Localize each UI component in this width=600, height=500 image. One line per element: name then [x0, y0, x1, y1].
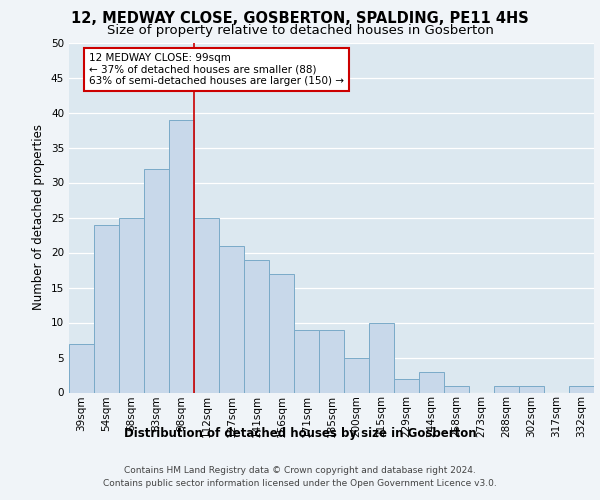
Bar — [269, 274, 294, 392]
Bar — [394, 378, 419, 392]
Bar — [319, 330, 344, 392]
Bar — [494, 386, 519, 392]
Text: 12 MEDWAY CLOSE: 99sqm
← 37% of detached houses are smaller (88)
63% of semi-det: 12 MEDWAY CLOSE: 99sqm ← 37% of detached… — [89, 53, 344, 86]
Bar — [194, 218, 219, 392]
Bar — [294, 330, 319, 392]
Bar — [344, 358, 369, 392]
Bar — [444, 386, 469, 392]
Bar — [569, 386, 594, 392]
Bar — [169, 120, 194, 392]
Bar — [419, 372, 444, 392]
Text: Size of property relative to detached houses in Gosberton: Size of property relative to detached ho… — [107, 24, 493, 37]
Text: 12, MEDWAY CLOSE, GOSBERTON, SPALDING, PE11 4HS: 12, MEDWAY CLOSE, GOSBERTON, SPALDING, P… — [71, 11, 529, 26]
Bar — [219, 246, 244, 392]
Bar — [144, 168, 169, 392]
Text: Contains public sector information licensed under the Open Government Licence v3: Contains public sector information licen… — [103, 479, 497, 488]
Text: Distribution of detached houses by size in Gosberton: Distribution of detached houses by size … — [124, 428, 476, 440]
Y-axis label: Number of detached properties: Number of detached properties — [32, 124, 46, 310]
Bar — [244, 260, 269, 392]
Bar — [94, 224, 119, 392]
Bar — [519, 386, 544, 392]
Bar — [69, 344, 94, 392]
Bar — [119, 218, 144, 392]
Bar — [369, 322, 394, 392]
Text: Contains HM Land Registry data © Crown copyright and database right 2024.: Contains HM Land Registry data © Crown c… — [124, 466, 476, 475]
